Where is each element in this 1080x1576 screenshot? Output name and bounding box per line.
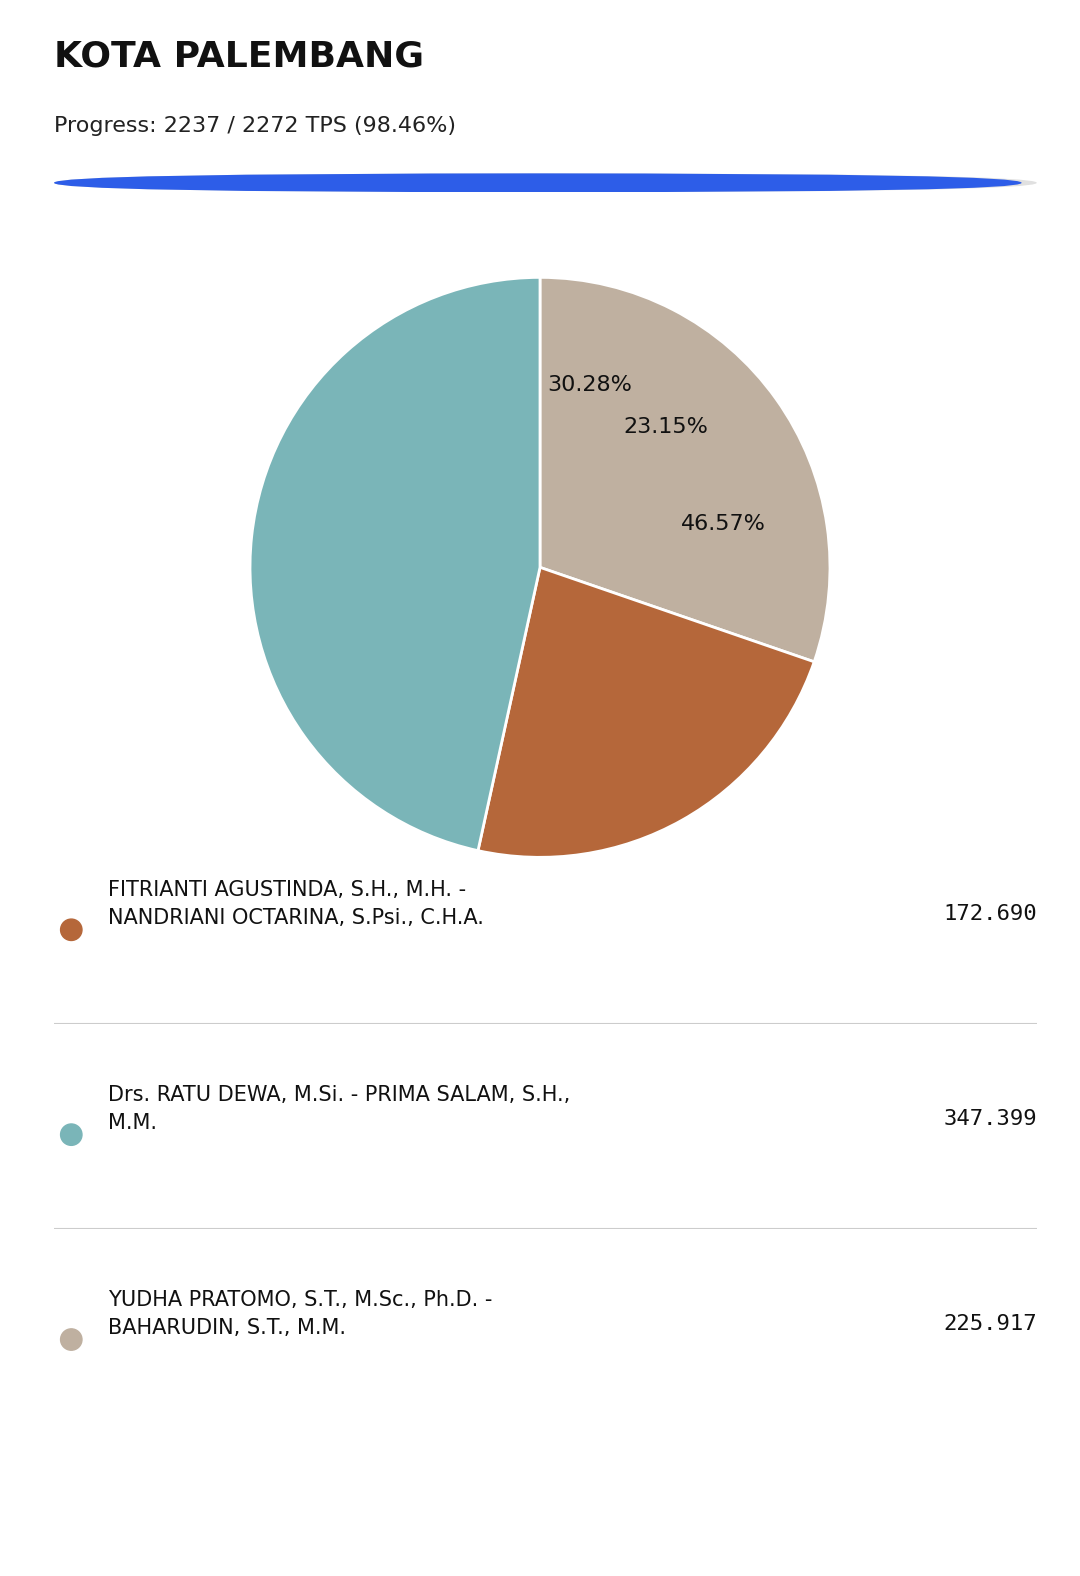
Text: 30.28%: 30.28% xyxy=(546,375,632,396)
Text: 347.399: 347.399 xyxy=(943,1110,1037,1128)
Wedge shape xyxy=(249,277,540,851)
Text: YUDHA PRATOMO, S.T., M.Sc., Ph.D. -
BAHARUDIN, S.T., M.M.: YUDHA PRATOMO, S.T., M.Sc., Ph.D. - BAHA… xyxy=(108,1289,492,1338)
FancyBboxPatch shape xyxy=(54,173,1022,192)
Text: Drs. RATU DEWA, M.Si. - PRIMA SALAM, S.H.,
M.M.: Drs. RATU DEWA, M.Si. - PRIMA SALAM, S.H… xyxy=(108,1084,570,1133)
Circle shape xyxy=(60,919,82,941)
Wedge shape xyxy=(540,277,831,662)
Text: KOTA PALEMBANG: KOTA PALEMBANG xyxy=(54,39,424,74)
Text: FITRIANTI AGUSTINDA, S.H., M.H. -
NANDRIANI OCTARINA, S.Psi., C.H.A.: FITRIANTI AGUSTINDA, S.H., M.H. - NANDRI… xyxy=(108,879,484,928)
Text: Progress: 2237 / 2272 TPS (98.46%): Progress: 2237 / 2272 TPS (98.46%) xyxy=(54,117,456,136)
Circle shape xyxy=(60,1329,82,1351)
Wedge shape xyxy=(478,567,814,857)
Text: 172.690: 172.690 xyxy=(943,905,1037,924)
FancyBboxPatch shape xyxy=(54,173,1037,192)
Text: 23.15%: 23.15% xyxy=(623,418,708,437)
Text: 225.917: 225.917 xyxy=(943,1314,1037,1333)
Text: 46.57%: 46.57% xyxy=(681,514,766,534)
Circle shape xyxy=(60,1124,82,1146)
